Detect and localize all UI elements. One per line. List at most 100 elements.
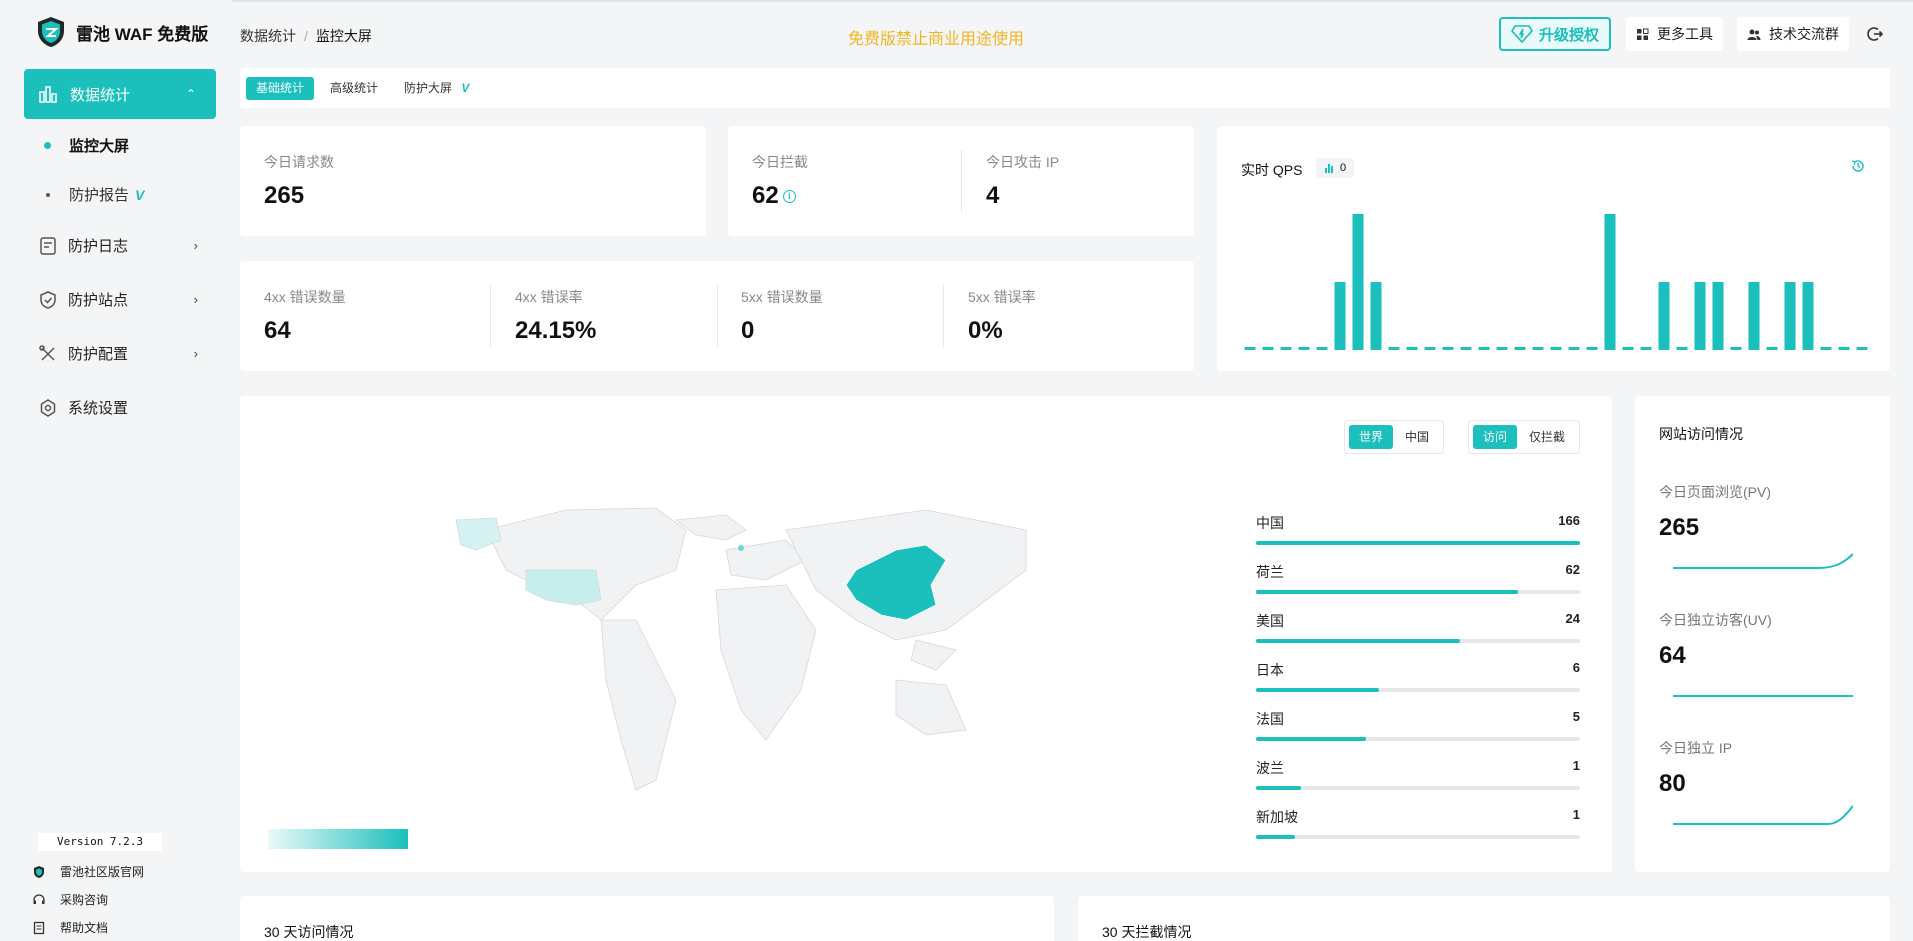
info-icon[interactable]: i xyxy=(782,190,796,204)
toggle-blocked-only[interactable]: 仅拦截 xyxy=(1529,430,1566,444)
qps-bar xyxy=(1640,347,1652,350)
divider xyxy=(961,150,962,212)
tab-label: 防护大屏 xyxy=(404,81,453,95)
logout-icon[interactable] xyxy=(1866,25,1884,43)
country-bar-fill xyxy=(1256,835,1295,839)
site-visits-title: 网站访问情况 xyxy=(1659,426,1743,442)
nav-system-settings[interactable]: 系统设置 xyxy=(38,397,198,418)
log-icon xyxy=(40,236,56,255)
card-geo-map: 世界 中国 访问 仅拦截 中国 166 荷兰 62 美国 24 日本 6 法国 5 波兰 1 新加坡 1 xyxy=(240,396,1612,872)
ip-value: 80 xyxy=(1659,770,1686,797)
country-bar-fill xyxy=(1256,737,1367,741)
country-bar-track xyxy=(1256,541,1580,545)
country-bar-fill xyxy=(1256,541,1580,545)
more-tools-label: 更多工具 xyxy=(1657,26,1713,42)
world-map xyxy=(455,507,1027,791)
shield-logo-icon xyxy=(38,17,64,47)
toggle-china[interactable]: 中国 xyxy=(1405,430,1430,444)
mode-toggle: 访问 仅拦截 xyxy=(1468,420,1581,454)
qps-title: 实时 QPS xyxy=(1241,162,1303,178)
divider xyxy=(943,285,944,347)
community-site-link[interactable]: 雷池社区版官网 xyxy=(32,863,144,880)
nav-data-statistics[interactable]: 数据统计 ⌃ xyxy=(24,69,216,119)
nav-protected-sites[interactable]: 防护站点 › xyxy=(38,289,198,310)
qps-bar xyxy=(1424,347,1436,350)
qps-bar xyxy=(1568,347,1580,350)
map-region-alaska[interactable] xyxy=(455,517,502,551)
diamond-icon xyxy=(1510,25,1533,43)
country-row: 波兰 1 xyxy=(1256,758,1580,790)
tab-protection-screen[interactable]: 防护大屏 V xyxy=(394,77,479,100)
stat-label: 今日攻击 IP xyxy=(986,154,1060,170)
community-group-button[interactable]: 技术交流群 xyxy=(1737,17,1849,51)
map-region-netherlands[interactable] xyxy=(738,545,744,551)
chevron-right-icon: › xyxy=(193,292,198,307)
map-region-china[interactable] xyxy=(845,544,947,621)
qps-bar xyxy=(1334,282,1346,350)
stat-value: 24.15% xyxy=(515,317,597,344)
toggle-visits[interactable]: 访问 xyxy=(1473,425,1518,449)
nav-label: 防护配置 xyxy=(68,346,129,363)
nav-protection-config[interactable]: 防护配置 › xyxy=(38,343,198,364)
nav-label: 数据统计 xyxy=(70,86,131,104)
headset-icon xyxy=(33,893,45,904)
qps-bar xyxy=(1622,347,1634,350)
nav-protection-log[interactable]: 防护日志 › xyxy=(38,235,198,256)
stat-value: 0% xyxy=(968,317,1003,344)
subnav-monitor-screen[interactable]: 监控大屏 xyxy=(44,135,129,156)
active-dot xyxy=(44,142,51,149)
app-logo[interactable]: 雷池 WAF 免费版 xyxy=(36,16,208,48)
country-count: 24 xyxy=(1565,611,1580,626)
tab-advanced-stats[interactable]: 高级统计 xyxy=(330,81,379,95)
qps-bar xyxy=(1604,214,1616,350)
help-docs-link[interactable]: 帮助文档 xyxy=(32,919,108,936)
map-region-usa[interactable] xyxy=(525,569,602,606)
subnav-protection-report[interactable]: 防护报告 V xyxy=(44,184,144,205)
qps-bar xyxy=(1820,347,1832,350)
history-clock-icon[interactable] xyxy=(1850,158,1866,174)
stat-label: 今日拦截 xyxy=(752,154,808,170)
purchase-consult-link[interactable]: 采购咨询 xyxy=(32,891,108,908)
country-count: 62 xyxy=(1565,562,1580,577)
country-bar-fill xyxy=(1256,786,1302,790)
uv-sparkline xyxy=(1673,695,1853,697)
qps-bar xyxy=(1694,282,1706,350)
more-tools-button[interactable]: 更多工具 xyxy=(1626,17,1723,51)
toggle-world[interactable]: 世界 xyxy=(1349,425,1394,449)
nav-label: 防护日志 xyxy=(68,238,129,255)
stat-value: 265 xyxy=(264,182,305,209)
upgrade-license-button[interactable]: 升级授权 xyxy=(1499,17,1611,51)
country-name: 波兰 xyxy=(1256,760,1284,776)
country-count: 1 xyxy=(1572,758,1580,773)
breadcrumb-root[interactable]: 数据统计 xyxy=(240,28,296,44)
bullet-dot xyxy=(46,192,50,197)
qps-bar xyxy=(1550,347,1562,350)
qps-bar xyxy=(1298,347,1310,350)
chevron-up-icon: ⌃ xyxy=(186,87,197,101)
country-name: 日本 xyxy=(1256,662,1284,678)
stats-tabs-bar: 基础统计 高级统计 防护大屏 V xyxy=(240,68,1890,108)
footlink-label: 雷池社区版官网 xyxy=(60,865,145,879)
qps-bar xyxy=(1856,347,1868,350)
grid-icon xyxy=(1637,28,1649,40)
qps-bar-chart xyxy=(1244,214,1868,350)
card-today-requests: 今日请求数 265 xyxy=(240,126,706,236)
vip-badge-icon: V xyxy=(461,81,470,95)
qps-bar xyxy=(1658,282,1670,350)
stat-value-row: 62 i xyxy=(752,182,808,210)
region-toggle: 世界 中国 xyxy=(1344,420,1445,454)
community-label: 技术交流群 xyxy=(1769,26,1839,42)
country-row: 新加坡 1 xyxy=(1256,807,1580,839)
tools-icon xyxy=(39,344,55,361)
country-row: 日本 6 xyxy=(1256,660,1580,692)
qps-bar xyxy=(1496,347,1508,350)
visits-30d-title: 30 天访问情况 xyxy=(264,924,354,940)
qps-current-value: 0 xyxy=(1340,162,1347,174)
tab-basic-stats[interactable]: 基础统计 xyxy=(246,77,315,100)
card-30d-visits: 30 天访问情况 xyxy=(240,896,1054,941)
qps-bar xyxy=(1712,282,1724,350)
stat-value: 64 xyxy=(264,317,291,344)
country-name: 中国 xyxy=(1256,515,1284,531)
qps-bar xyxy=(1586,347,1598,350)
app-name: 雷池 WAF 免费版 xyxy=(76,24,209,44)
